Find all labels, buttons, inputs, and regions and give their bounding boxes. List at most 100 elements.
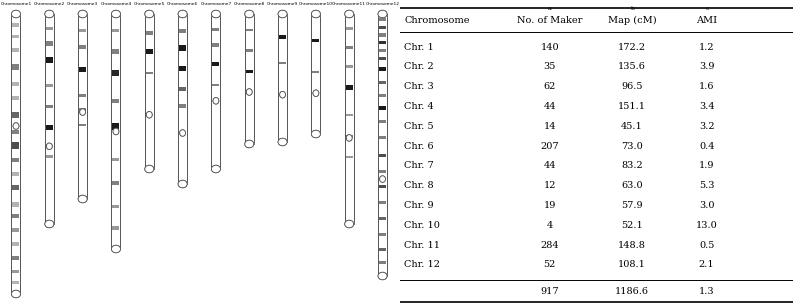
Bar [346,27,353,30]
Text: No. of Maker: No. of Maker [517,15,582,25]
Bar [246,29,253,30]
Bar [179,66,186,71]
Ellipse shape [12,290,21,298]
Bar [179,104,186,107]
Bar [213,43,220,47]
Text: 73.0: 73.0 [621,142,643,151]
Ellipse shape [378,10,387,18]
Bar [379,49,386,52]
Ellipse shape [345,220,354,228]
Text: 13.0: 13.0 [695,221,718,230]
Ellipse shape [80,109,86,115]
Text: Chr. 6: Chr. 6 [404,142,434,151]
Ellipse shape [112,245,121,253]
Ellipse shape [312,10,320,18]
Text: Chr. 8: Chr. 8 [404,181,434,190]
Bar [12,14,21,294]
Text: 96.5: 96.5 [621,82,643,91]
Ellipse shape [112,10,121,18]
Bar [79,67,86,72]
Bar [13,96,20,100]
Bar [346,114,353,116]
Text: 108.1: 108.1 [618,260,646,269]
Ellipse shape [278,10,287,18]
Text: 5.3: 5.3 [699,181,714,190]
Text: Chr. 3: Chr. 3 [404,82,434,91]
Ellipse shape [345,10,354,18]
Ellipse shape [79,10,87,18]
Text: b: b [630,6,634,11]
Ellipse shape [178,10,187,18]
Text: Chromosome9: Chromosome9 [267,2,298,6]
Ellipse shape [47,143,52,150]
Ellipse shape [178,10,187,18]
Text: 19: 19 [543,201,556,210]
Ellipse shape [380,176,385,182]
Bar [346,65,353,68]
Text: Chr. 7: Chr. 7 [404,161,434,170]
Text: Chr. 10: Chr. 10 [404,221,440,230]
Text: 151.1: 151.1 [618,102,646,111]
Ellipse shape [345,10,354,18]
Bar [379,81,386,84]
Text: 0.5: 0.5 [699,241,714,249]
Text: Chr. 11: Chr. 11 [404,241,440,249]
Bar [46,105,53,108]
Bar [312,71,320,72]
Text: 63.0: 63.0 [621,181,643,190]
Bar [113,158,120,161]
Text: 12: 12 [543,181,556,190]
Ellipse shape [245,140,254,148]
Text: Chromosome3: Chromosome3 [67,2,98,6]
Ellipse shape [45,10,54,18]
Bar [13,202,20,206]
Bar [379,106,386,110]
Bar [213,62,220,66]
Text: Chromosome7: Chromosome7 [201,2,232,6]
Text: 62: 62 [543,82,556,91]
Ellipse shape [12,10,21,18]
Ellipse shape [347,135,352,141]
Text: 52.1: 52.1 [621,221,643,230]
Bar [179,87,186,91]
Bar [13,213,20,218]
Bar [279,62,286,63]
Bar [246,49,253,52]
Bar [46,155,53,158]
Bar [346,156,353,158]
Ellipse shape [212,165,220,173]
Ellipse shape [213,98,219,104]
Bar [379,67,386,71]
Text: Chromosome2: Chromosome2 [33,2,65,6]
Text: Chromosome: Chromosome [404,15,470,25]
Bar [79,124,86,126]
Bar [13,48,20,52]
Bar [113,70,120,76]
Bar [379,233,386,236]
Text: 3.0: 3.0 [699,201,714,210]
Bar [213,28,220,31]
Bar [379,120,386,123]
Ellipse shape [245,140,254,148]
Text: 0.4: 0.4 [699,142,714,151]
Text: 14: 14 [543,122,556,131]
Bar [312,14,320,134]
Text: 284: 284 [540,241,559,249]
Text: Chromosome11: Chromosome11 [332,2,366,6]
Bar [13,256,20,260]
Bar [346,135,353,137]
Ellipse shape [247,89,252,95]
Text: Chr. 4: Chr. 4 [404,102,434,111]
Ellipse shape [145,165,154,173]
Ellipse shape [312,130,320,138]
Bar [379,261,386,265]
Bar [113,205,120,209]
Bar [112,14,121,249]
Bar [379,136,386,139]
Ellipse shape [345,220,354,228]
Bar [345,14,354,224]
Bar [379,185,386,188]
Text: Chromosome10: Chromosome10 [299,2,333,6]
Bar [213,84,220,87]
Bar [79,14,87,199]
